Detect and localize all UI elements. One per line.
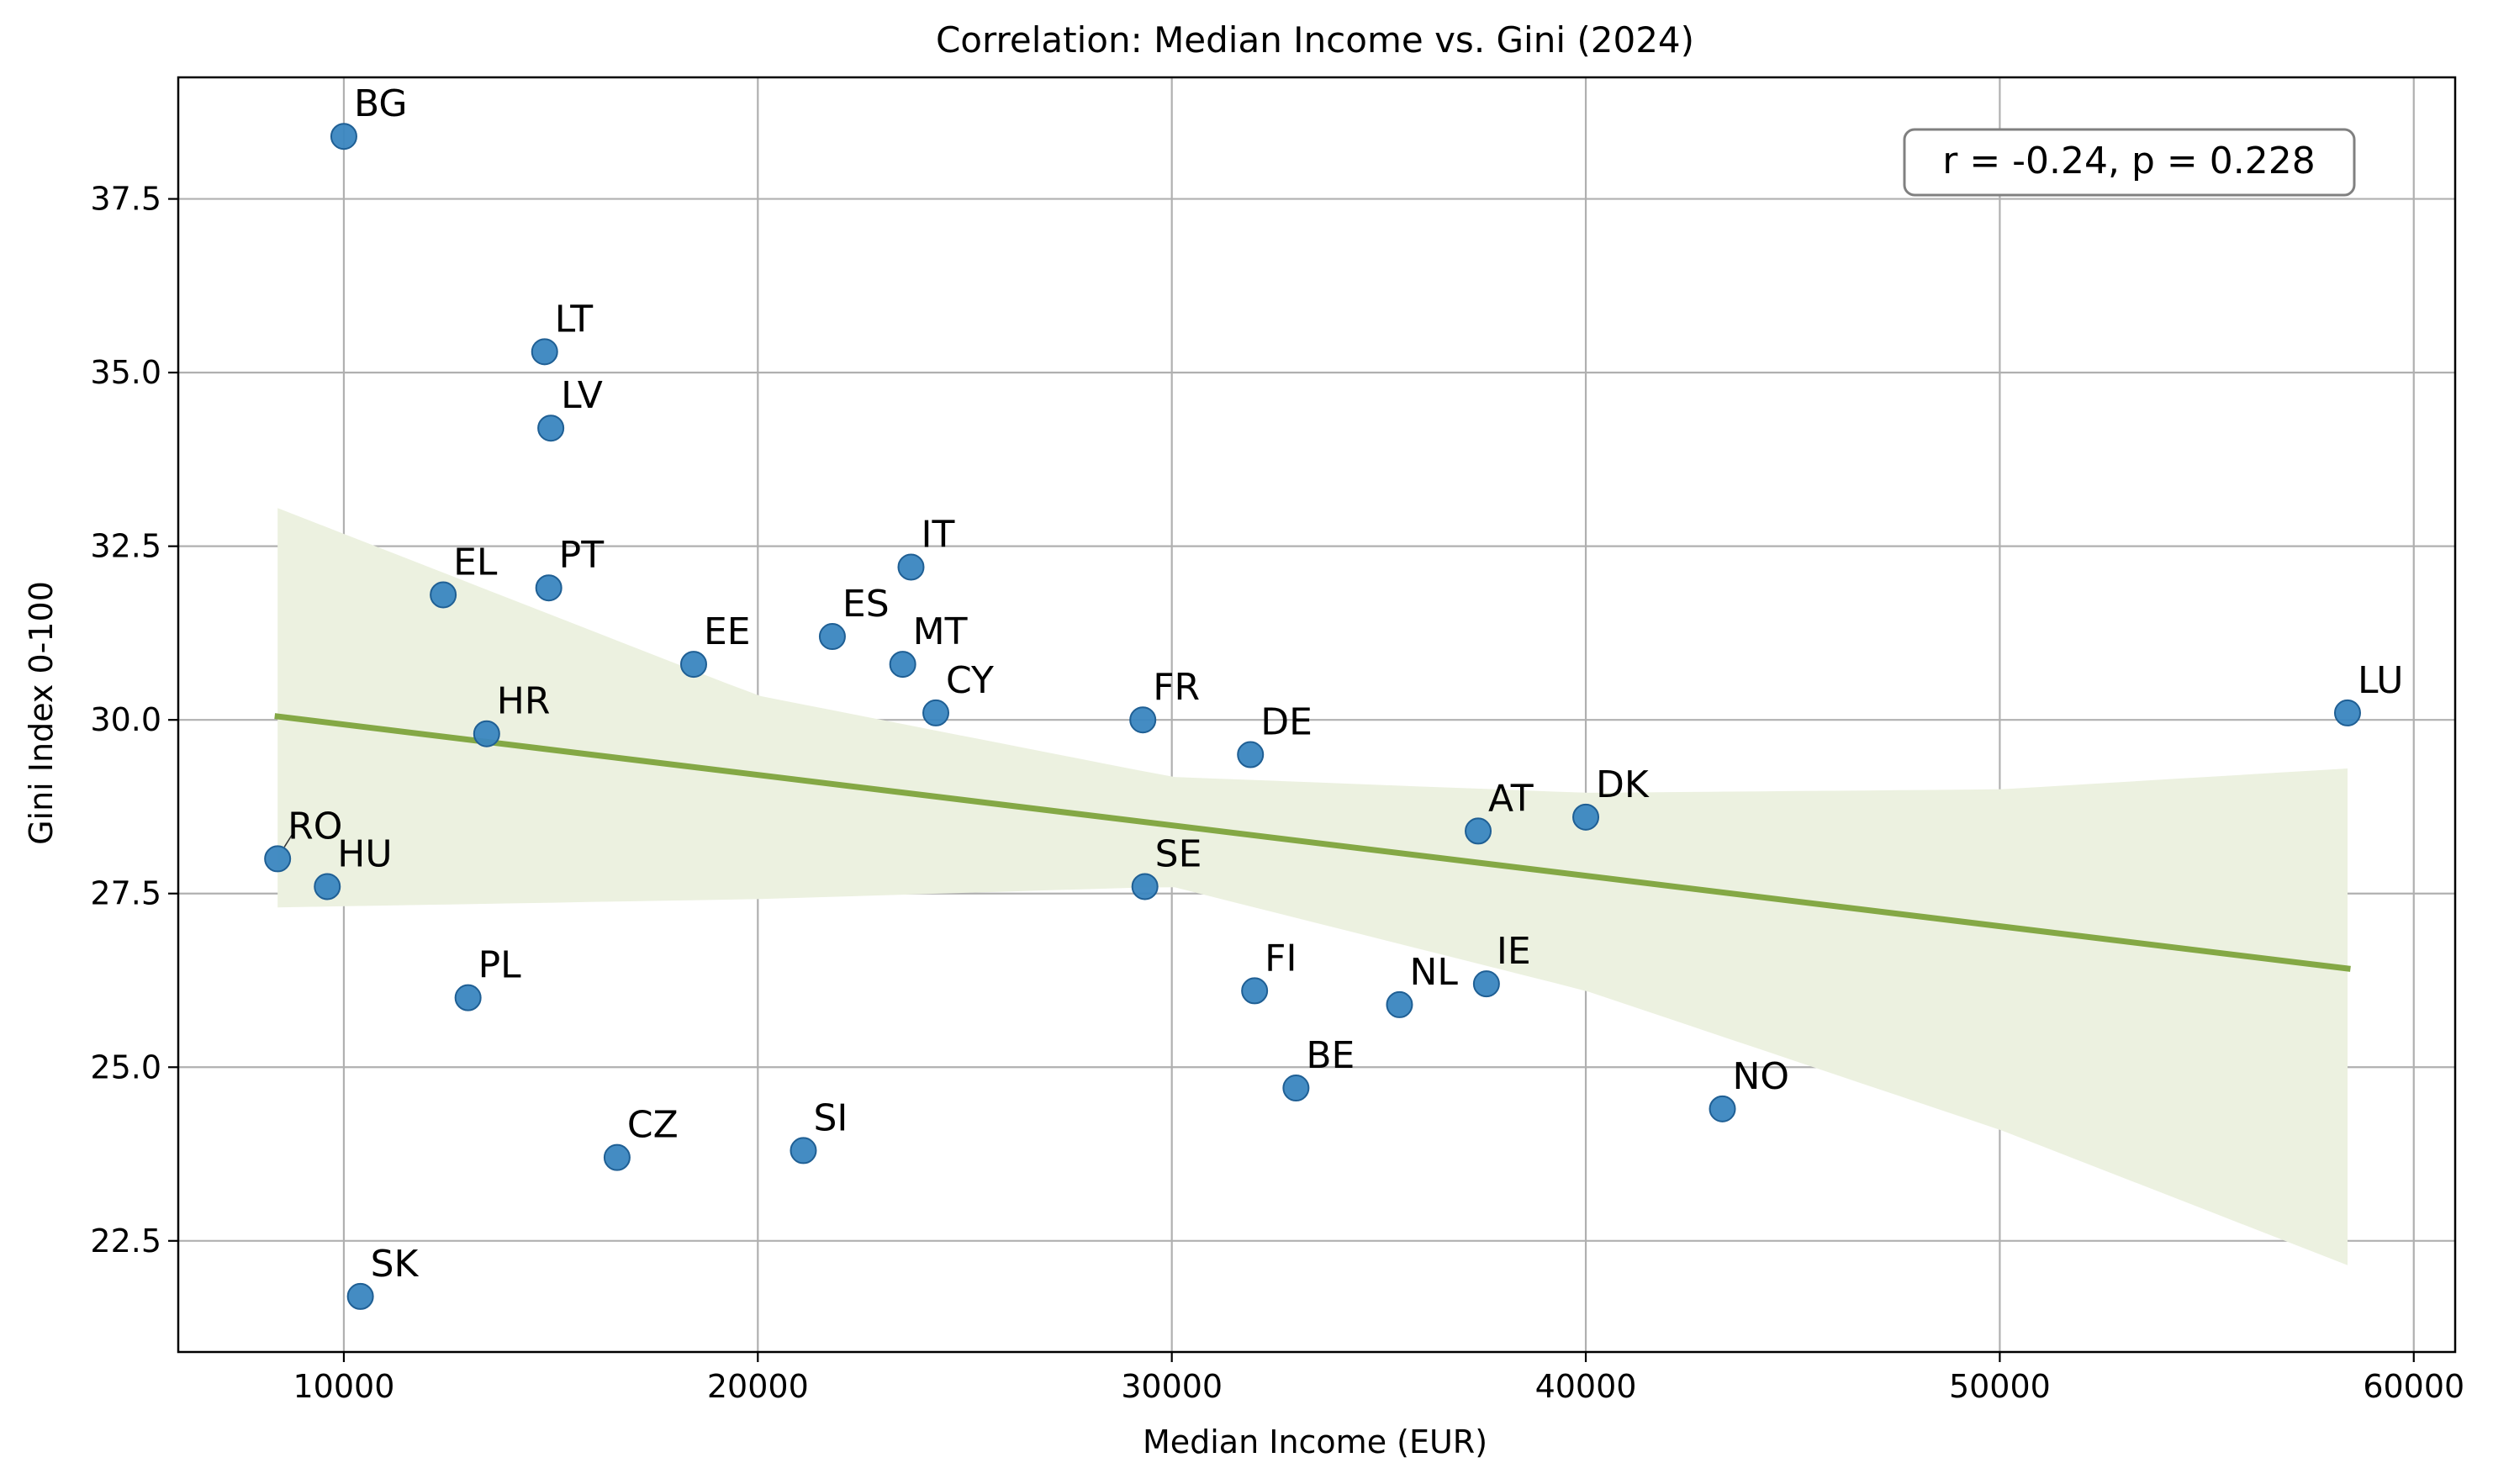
data-point-dk [1572, 803, 1600, 831]
x-tick-label: 50000 [1949, 1368, 2051, 1405]
data-point-de [1237, 741, 1265, 768]
x-tick-label: 40000 [1535, 1368, 1637, 1405]
y-tick-label: 30.0 [90, 701, 161, 738]
stats-annotation-text: r = -0.24, p = 0.228 [1942, 140, 2315, 182]
y-tick-label: 35.0 [90, 354, 161, 391]
data-point-se [1131, 873, 1159, 900]
point-label-hu: HU [337, 832, 392, 875]
point-label-pt: PT [559, 534, 605, 577]
x-tick-label: 60000 [2363, 1368, 2464, 1405]
y-tick-label: 32.5 [90, 528, 161, 565]
tick-marks [168, 198, 2415, 1362]
data-point-bg [330, 123, 357, 151]
data-point-si [790, 1137, 817, 1164]
data-point-no [1709, 1095, 1736, 1122]
point-label-bg: BG [354, 82, 408, 125]
point-label-sk: SK [371, 1243, 420, 1286]
data-point-es [818, 623, 846, 651]
data-point-mt [889, 651, 916, 679]
trend-line [274, 713, 2351, 972]
data-point-ro [264, 845, 292, 873]
stats-annotation: r = -0.24, p = 0.228 [1903, 128, 2356, 197]
data-point-fi [1241, 977, 1269, 1005]
y-tick-label: 22.5 [90, 1223, 161, 1260]
x-axis-label: Median Income (EUR) [1143, 1423, 1487, 1460]
data-point-lt [531, 338, 558, 366]
data-point-hr [473, 720, 500, 747]
point-label-fr: FR [1153, 666, 1200, 709]
data-point-el [430, 581, 457, 609]
data-point-sk [346, 1282, 374, 1310]
stats-annotation-box [1903, 128, 2356, 197]
data-point-pt [535, 574, 563, 602]
point-label-ee: EE [704, 610, 751, 653]
y-tick-label: 37.5 [90, 181, 161, 218]
data-point-pl [454, 984, 482, 1011]
point-label-cy: CY [946, 659, 994, 702]
y-tick-label: 25.0 [90, 1048, 161, 1085]
point-label-lv: LV [561, 374, 603, 417]
point-label-el: EL [453, 541, 498, 584]
data-point-nl [1386, 990, 1413, 1018]
data-point-ie [1472, 970, 1500, 998]
x-tick-label: 10000 [293, 1368, 395, 1405]
point-label-it: IT [921, 513, 954, 556]
data-point-at [1465, 817, 1492, 845]
data-point-ee [679, 651, 707, 679]
point-label-dk: DK [1596, 763, 1650, 806]
point-label-se: SE [1155, 832, 1202, 875]
point-label-de: DE [1260, 701, 1313, 744]
data-point-cz [603, 1143, 631, 1171]
point-label-es: ES [842, 583, 890, 626]
ro-leader-line [283, 833, 293, 848]
chart-title: Correlation: Median Income vs. Gini (202… [936, 19, 1694, 61]
x-tick-label: 30000 [1121, 1368, 1223, 1405]
confidence-band [277, 508, 2348, 1265]
point-label-mt: MT [913, 610, 968, 653]
y-tick-label: 27.5 [90, 875, 161, 912]
point-label-nl: NL [1409, 951, 1458, 994]
y-axis-label: Gini Index 0-100 [23, 581, 60, 845]
point-label-no: NO [1733, 1055, 1790, 1098]
data-point-lv [537, 415, 565, 442]
data-point-cy [922, 699, 950, 726]
point-label-lu: LU [2358, 659, 2404, 702]
point-label-fi: FI [1265, 937, 1297, 980]
data-point-fr [1129, 706, 1157, 734]
point-label-si: SI [813, 1096, 848, 1139]
data-point-it [897, 553, 925, 581]
point-label-ie: IE [1497, 930, 1531, 973]
x-tick-label: 20000 [707, 1368, 809, 1405]
data-point-lu [2333, 699, 2361, 726]
point-label-hr: HR [497, 680, 551, 723]
point-label-ro: RO [288, 805, 342, 848]
point-label-cz: CZ [627, 1104, 679, 1147]
data-point-be [1282, 1075, 1310, 1102]
point-label-be: BE [1306, 1034, 1355, 1077]
point-label-lt: LT [555, 298, 593, 341]
tick-labels: 10000 20000 30000 40000 50000 60000 22.5 25.0 27… [90, 181, 2464, 1405]
data-points [264, 123, 2361, 1310]
axes-frame [177, 76, 2457, 1354]
data-point-hu [314, 873, 341, 900]
point-label-at: AT [1488, 777, 1534, 820]
point-label-pl: PL [478, 944, 522, 987]
